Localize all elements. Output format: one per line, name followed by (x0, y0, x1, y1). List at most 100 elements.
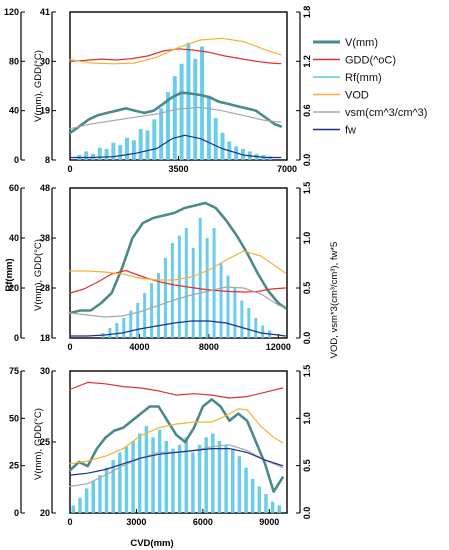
series-gdd-line (69, 381, 284, 399)
rf-bar (268, 156, 273, 160)
x-tick-label: 4000 (129, 342, 149, 352)
legend-label: GDD(^oC) (345, 55, 396, 67)
series-fw-line (69, 448, 284, 476)
left-outer-tick-label: 50 (9, 413, 19, 423)
left-outer-tick-label: 20 (9, 283, 19, 293)
right-axis-label: VOD, vsm*3(cm³/cm³), fw*5 (329, 242, 340, 359)
left-inner-tick-label: 19 (40, 106, 50, 116)
left-outer-tick-label: 25 (9, 461, 19, 471)
rf-bar (129, 310, 133, 338)
x-axis-label: CVD(mm) (130, 538, 173, 549)
left-inner-axis-label: V(mm), GDD(°C) (33, 50, 44, 122)
panel-top: 0 3500 7000 0 40 80 120 8 19 30 41 V(mm), GDD(°C) 0.… (4, 6, 312, 174)
legend-label: fw (345, 125, 356, 137)
rf-bar (184, 228, 188, 338)
rf-bar (98, 475, 102, 513)
x-tick-label: 0 (67, 164, 72, 174)
rf-bar (219, 263, 223, 338)
rf-bar (212, 228, 216, 338)
rf-bar (111, 459, 115, 513)
left-inner-tick-label: 41 (40, 7, 50, 17)
series-gdd-line (69, 269, 286, 294)
rf-bar (198, 218, 202, 338)
series-vsm-line (69, 286, 286, 318)
rf-bar (118, 145, 123, 160)
left-outer-tick-label: 40 (9, 106, 19, 116)
rf-bar (170, 243, 174, 338)
rf-bar (124, 446, 129, 513)
legend-item: GDD(^oC) (313, 55, 396, 67)
rf-bar (97, 147, 102, 160)
rf-bar (200, 46, 205, 160)
rf-bar (144, 425, 149, 513)
rf-bar (159, 108, 164, 160)
left-outer-axis-label: Rf(mm) (4, 258, 15, 291)
rf-bar (184, 437, 188, 513)
left-inner-tick-label: 8 (45, 155, 50, 165)
right-tick-label: 0.5 (302, 282, 312, 295)
rf-bar (177, 235, 181, 338)
series-fw-line (69, 134, 282, 159)
x-tick-label: 9000 (259, 517, 279, 527)
rf-bar (138, 129, 143, 160)
rf-bar (71, 505, 76, 513)
left-inner-tick-label: 30 (40, 366, 50, 376)
legend-label: VOD (345, 90, 369, 102)
left-outer-tick-label: 120 (4, 7, 19, 17)
left-inner-axis-label: V(mm), GDD(°C) (33, 408, 44, 480)
x-tick-label: 0 (67, 342, 72, 352)
rf-bar (152, 119, 157, 160)
right-tick-label: 0.0 (302, 507, 312, 520)
rf-bar (191, 452, 195, 513)
legend-item: fw (313, 125, 356, 137)
rf-bar (247, 308, 251, 338)
series-vsm-line (69, 444, 284, 488)
right-tick-label: 1.5 (302, 182, 312, 195)
right-tick-label: 0.0 (302, 332, 312, 345)
rf-bar (205, 238, 209, 338)
rf-bar (143, 293, 147, 338)
series-v-line (68, 201, 287, 315)
rf-bar (164, 441, 169, 513)
left-outer-tick-label: 80 (9, 56, 19, 66)
right-tick-label: 1.2 (302, 55, 312, 68)
legend-label: vsm(cm^3/cm^3) (345, 107, 427, 119)
legend-item: Rf(mm) (313, 72, 382, 84)
series-vod-line (69, 37, 282, 65)
rf-bar (224, 444, 228, 513)
x-tick-label: 8000 (199, 342, 219, 352)
rf-bar (254, 318, 258, 338)
rf-bar (264, 494, 268, 513)
rf-bar (250, 478, 255, 513)
left-inner-tick-label: 38 (40, 233, 50, 243)
left-inner-tick-label: 48 (40, 183, 50, 193)
rf-bar (157, 429, 162, 513)
right-tick-label: 1.0 (302, 412, 312, 425)
rf-bar (213, 118, 218, 160)
rf-bar (211, 433, 215, 513)
left-outer-tick-label: 0 (14, 155, 19, 165)
rf-bar (108, 328, 112, 338)
series-v-line (68, 91, 283, 135)
rf-bar (217, 441, 222, 513)
legend-item: VOD (313, 90, 369, 102)
rf-bar (78, 497, 82, 513)
rf-bar (233, 288, 237, 338)
rf-bar (84, 488, 89, 513)
rf-bar (220, 132, 225, 160)
x-tick-label: 12000 (266, 342, 291, 352)
right-tick-label: 1.8 (302, 6, 312, 19)
legend: V(mm) GDD(^oC) Rf(mm) VOD vsm(cm^3/cm^3) fw (313, 37, 427, 137)
rf-bar (131, 441, 135, 513)
right-tick-label: 0.5 (302, 459, 312, 472)
rf-bar (206, 95, 211, 160)
rf-bar (138, 433, 142, 513)
left-inner-tick-label: 20 (40, 508, 50, 518)
left-inner-tick-label: 18 (40, 333, 50, 343)
left-inner-tick-label: 25 (40, 437, 50, 447)
series-fw-line (69, 320, 286, 337)
rf-bar (179, 63, 184, 160)
rf-bar (115, 323, 119, 338)
x-tick-label: 3000 (126, 517, 146, 527)
rf-bar (191, 248, 195, 338)
